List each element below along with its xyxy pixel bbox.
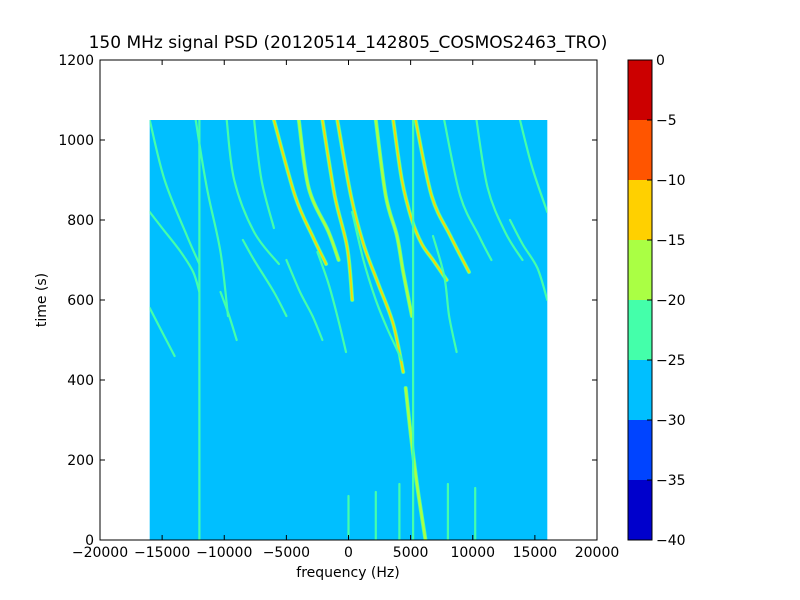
x-tick-label: −5000 — [263, 545, 310, 561]
x-tick-label: 15000 — [513, 545, 558, 561]
chart-title: 150 MHz signal PSD (20120514_142805_COSM… — [89, 33, 608, 53]
signal-track — [219, 290, 238, 342]
colorbar-tick-label: −15 — [656, 233, 686, 249]
signal-track — [351, 210, 403, 362]
y-tick-label: 400 — [67, 373, 94, 389]
signal-track — [225, 120, 280, 266]
y-tick-label: 1000 — [58, 133, 94, 149]
signal-track — [414, 120, 470, 273]
x-axis-label: frequency (Hz) — [296, 565, 399, 581]
x-tick-label: −15000 — [134, 545, 190, 561]
colorbar-level — [628, 420, 652, 480]
y-tick-label: 600 — [67, 293, 94, 309]
colorbar-level — [628, 120, 652, 180]
signal-track — [149, 306, 176, 358]
colorbar-level — [628, 360, 652, 420]
signal-track — [149, 210, 201, 294]
signal-track — [149, 120, 201, 266]
x-tick-label: −20000 — [72, 545, 128, 561]
signal-track — [443, 120, 493, 262]
colorbar-level — [628, 180, 652, 240]
colorbar-tick-label: −20 — [656, 293, 686, 309]
signal-track — [253, 120, 275, 230]
signal-track — [375, 120, 413, 317]
colorbar-tick-label: −35 — [656, 473, 686, 489]
signal-track — [405, 387, 427, 540]
colorbar-tick-label: −40 — [656, 533, 686, 549]
signal-track — [392, 120, 448, 281]
y-tick-label: 200 — [67, 453, 94, 469]
signal-track — [336, 120, 404, 373]
colorbar: 0 −5 −10 −15 −20 −25 −30 −35 −40 — [627, 53, 686, 549]
x-axis: −20000 −15000 −10000 −5000 0 5000 10000 15000 20… — [72, 60, 619, 561]
signal-track — [285, 258, 324, 342]
colorbar-tick-label: −25 — [656, 353, 686, 369]
signal-track — [316, 250, 348, 354]
x-tick-label: 10000 — [450, 545, 495, 561]
y-tick-label: 0 — [85, 533, 94, 549]
signal-track — [518, 120, 548, 214]
x-tick-label: −10000 — [196, 545, 252, 561]
colorbar-level — [628, 240, 652, 300]
y-axis-label: time (s) — [34, 273, 50, 327]
colorbar-level — [628, 300, 652, 360]
signal-track — [321, 120, 353, 301]
signal-track — [298, 120, 340, 261]
colorbar-tick-label: −10 — [656, 173, 686, 189]
signal-track — [431, 234, 458, 354]
colorbar-level — [628, 480, 652, 540]
x-tick-label: 20000 — [575, 545, 620, 561]
signal-track — [475, 120, 524, 262]
signal-tracks — [149, 120, 548, 540]
y-tick-label: 800 — [67, 213, 94, 229]
signal-track — [241, 238, 288, 318]
colorbar-tick-label: −30 — [656, 413, 686, 429]
x-tick-label: 5000 — [393, 545, 429, 561]
signal-track — [273, 120, 327, 265]
colorbar-level — [628, 60, 652, 120]
plot-area — [99, 59, 598, 541]
x-tick-label: 0 — [344, 545, 353, 561]
colorbar-tick-label: −5 — [656, 113, 677, 129]
y-axis: 0 200 400 600 800 1000 1200 — [58, 53, 597, 549]
y-tick-label: 1200 — [58, 53, 94, 69]
colorbar-tick-label: 0 — [656, 53, 665, 69]
signal-track — [508, 218, 548, 302]
